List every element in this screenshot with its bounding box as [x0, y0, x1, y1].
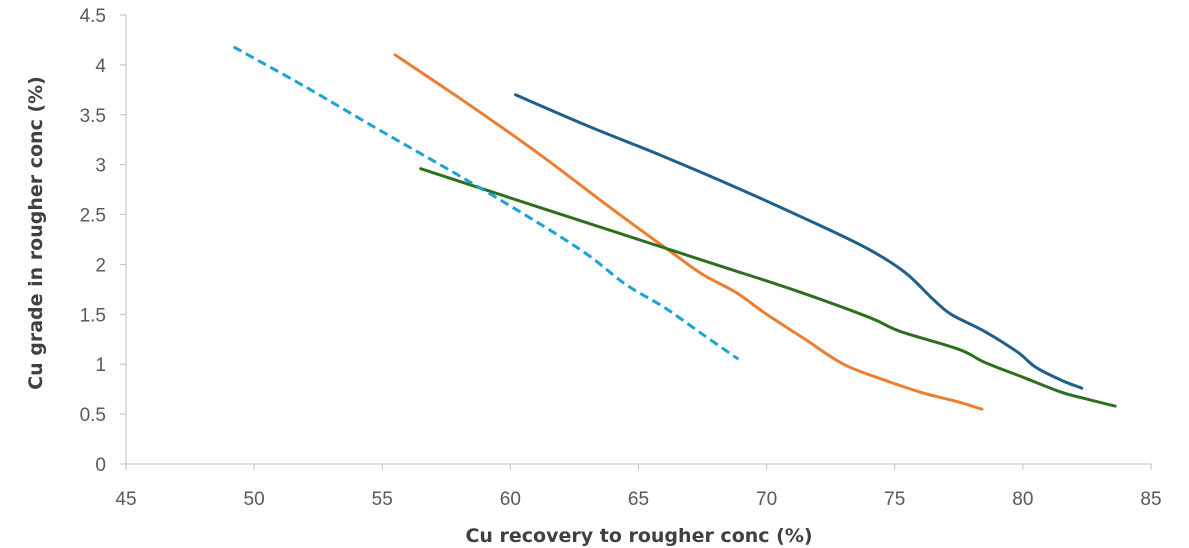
y-tick-label: 1.5 [80, 305, 106, 326]
y-tick-label: 0 [95, 455, 106, 476]
y-tick-label: 3.5 [80, 106, 106, 127]
series-line-3 [419, 167, 1117, 408]
x-tick-label: 50 [244, 489, 265, 510]
series-lines [232, 45, 1117, 411]
x-tick-label: 60 [500, 489, 521, 510]
y-axis-ticks: 0 0.5 1 1.5 2 2.5 3 3.5 4 4.5 [80, 6, 126, 476]
series-line-2 [393, 53, 984, 411]
series-line-4 [232, 45, 740, 361]
y-tick-label: 0.5 [80, 405, 106, 426]
x-tick-label: 85 [1140, 489, 1161, 510]
x-tick-label: 65 [628, 489, 649, 510]
x-axis-ticks: 45 50 55 60 65 70 75 80 85 [115, 464, 1162, 510]
y-tick-label: 4 [95, 56, 106, 77]
x-axis-title: Cu recovery to rougher conc (%) [465, 525, 812, 547]
x-tick-label: 55 [372, 489, 393, 510]
y-tick-label: 3 [95, 156, 106, 177]
y-tick-label: 2 [95, 255, 106, 276]
series-line-1 [514, 93, 1084, 390]
x-tick-label: 80 [1012, 489, 1033, 510]
y-tick-label: 2.5 [80, 206, 106, 227]
x-tick-label: 75 [884, 489, 905, 510]
x-tick-label: 70 [756, 489, 777, 510]
y-tick-label: 4.5 [80, 6, 106, 27]
y-tick-label: 1 [95, 355, 106, 376]
x-tick-label: 45 [115, 489, 136, 510]
y-axis-title: Cu grade in rougher conc (%) [25, 76, 47, 390]
